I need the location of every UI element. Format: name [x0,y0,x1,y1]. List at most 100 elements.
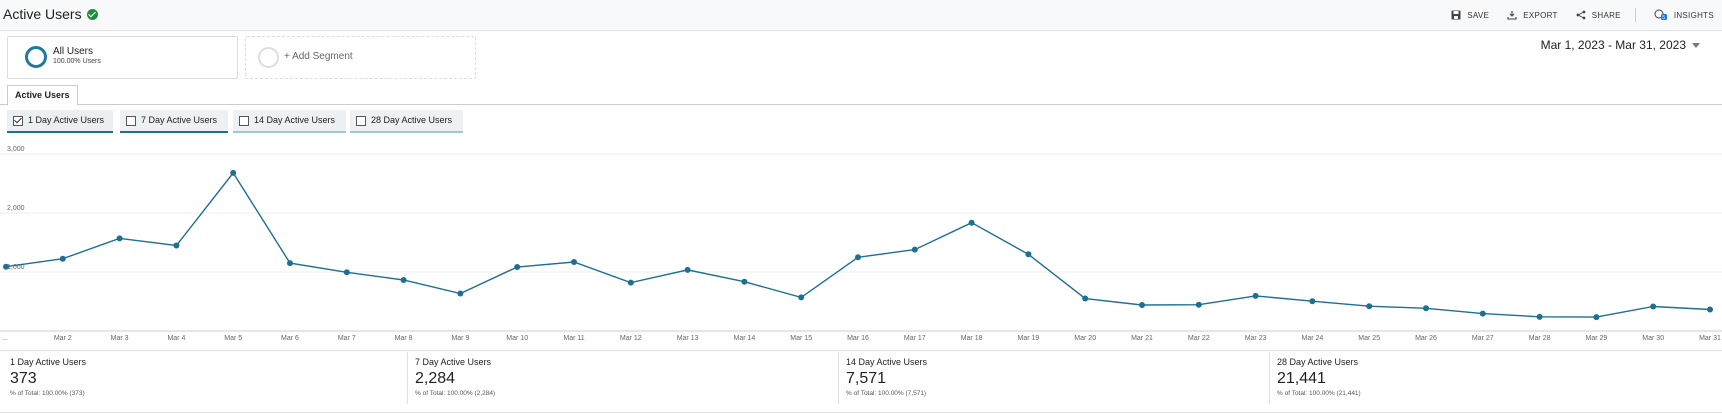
metric-tab-14-day[interactable]: 14 Day Active Users [233,110,346,133]
metric-tab-label: 14 Day Active Users [254,115,336,125]
export-button[interactable]: EXPORT [1507,10,1558,20]
page-title: Active Users [3,6,98,22]
summary-label: 7 Day Active Users [415,357,492,367]
chevron-down-icon [1692,42,1700,48]
summary-value: 2,284 [415,370,456,387]
toolbar-divider [1634,8,1636,22]
toolbar: SAVE EXPORT SHARE 5 INSIGHTS [1433,8,1714,22]
verified-check-icon [86,8,98,20]
metric-tab-label: 28 Day Active Users [371,115,453,125]
checkbox-icon[interactable] [356,115,366,126]
summary-divider [407,352,408,404]
x-tick-label: Mar 30 [1642,335,1664,342]
data-point [684,266,691,273]
data-point [1707,306,1713,313]
metric-tab-label: 1 Day Active Users [28,115,105,125]
summary-value: 373 [10,370,37,387]
data-point [1252,292,1259,299]
insights-icon: 5 [1654,9,1667,21]
summary-percent: % of Total: 100.00% (2,284) [415,390,496,397]
metric-tab-7-day[interactable]: 7 Day Active Users [120,110,228,133]
date-range-picker[interactable]: Mar 1, 2023 - Mar 31, 2023 [1541,38,1700,52]
x-tick-label: Mar 7 [338,335,356,342]
x-tick-label: Mar 4 [167,335,185,342]
save-button[interactable]: SAVE [1451,10,1489,20]
summary-1-day: 1 Day Active Users 373 % of Total: 100.0… [10,357,86,397]
x-tick-label: Mar 12 [620,335,642,342]
x-tick-label: Mar 8 [395,335,413,342]
data-point [173,242,180,249]
save-label: SAVE [1467,10,1490,20]
x-tick-label: ... [2,335,8,342]
x-tick-label: Mar 16 [847,335,869,342]
x-tick-label: Mar 19 [1018,335,1040,342]
export-label: EXPORT [1523,10,1558,20]
y-tick-label: 2,000 [7,205,25,212]
data-point [1423,305,1429,312]
metric-tab-1-day[interactable]: 1 Day Active Users [7,110,113,133]
data-point [627,279,634,286]
checkbox-icon[interactable] [239,115,249,126]
segment-circle-icon [25,46,47,68]
summary-value: 21,441 [1277,370,1326,387]
data-point [3,263,9,270]
checkbox-icon[interactable] [126,115,136,126]
data-point [1593,314,1600,321]
data-point [116,235,123,242]
summary-28-day: 28 Day Active Users 21,441 % of Total: 1… [1277,357,1361,397]
report-header: Active Users SAVE EXPORT SHARE 5 INSIGHT… [0,0,1722,31]
x-tick-label: Mar 28 [1529,335,1551,342]
data-point [1309,298,1316,305]
data-point [1536,313,1543,320]
tab-active-users[interactable]: Active Users [7,85,78,106]
data-point [968,219,975,226]
summary-label: 28 Day Active Users [1277,357,1359,367]
data-point [741,278,748,285]
data-point [287,260,293,267]
download-icon [1507,11,1517,20]
x-tick-label: Mar 31 [1699,335,1721,342]
empty-segment-circle-icon [258,47,279,68]
y-tick-label: 1,000 [7,264,25,271]
add-segment-label: + Add Segment [284,51,353,62]
bottom-border [0,412,1722,413]
data-point [1366,303,1373,310]
x-tick-label: Mar 5 [224,335,242,342]
metric-tab-28-day[interactable]: 28 Day Active Users [350,110,463,133]
add-segment-button[interactable]: + Add Segment [245,36,476,79]
summary-7-day: 7 Day Active Users 2,284 % of Total: 100… [415,357,495,397]
x-tick-label: Mar 25 [1358,335,1380,342]
data-point [400,276,407,283]
segment-all-users[interactable]: All Users 100.00% Users [7,36,238,79]
x-tick-label: Mar 3 [111,335,129,342]
segment-name: All Users [53,46,94,57]
y-tick-label: 3,000 [7,146,25,153]
data-point [571,258,577,265]
x-tick-label: Mar 6 [281,335,299,342]
data-point [1025,251,1032,258]
x-tick-label: Mar 26 [1415,335,1437,342]
x-tick-label: Mar 13 [677,335,699,342]
x-tick-label: Mar 10 [506,335,528,342]
data-point [457,290,464,297]
x-tick-label: Mar 14 [734,335,756,342]
x-tick-label: Mar 22 [1188,335,1210,342]
data-point [911,246,918,253]
x-tick-label: Mar 17 [904,335,926,342]
x-tick-label: Mar 24 [1302,335,1324,342]
x-tick-label: Mar 27 [1472,335,1494,342]
data-point [514,263,521,270]
data-point [1479,310,1486,317]
share-button[interactable]: SHARE [1576,10,1621,20]
insights-button[interactable]: 5 INSIGHTS [1654,9,1714,21]
summary-percent: % of Total: 100.00% (373) [10,390,85,397]
summary-divider [838,352,839,404]
x-tick-label: Mar 20 [1074,335,1096,342]
summary-14-day: 14 Day Active Users 7,571 % of Total: 10… [846,357,927,397]
data-point [1082,295,1089,302]
data-point [230,169,237,176]
page-title-text: Active Users [3,6,82,22]
data-point [1650,303,1657,310]
data-point [855,254,861,261]
checkbox-checked-icon[interactable] [13,115,23,126]
